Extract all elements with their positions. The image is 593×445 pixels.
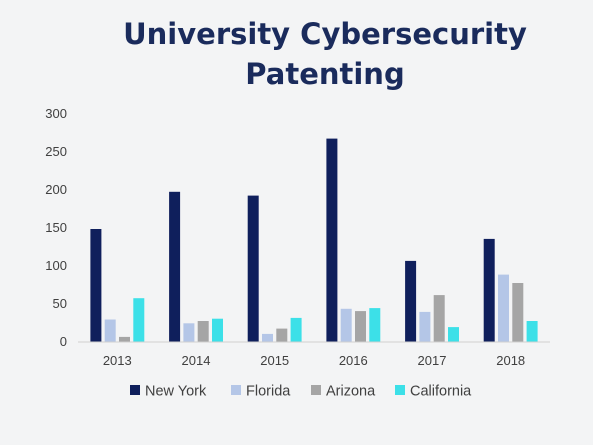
bar [262,333,273,342]
bar [512,283,524,342]
y-tick-label: 200 [45,182,67,197]
bar [133,298,145,342]
bar [355,311,366,342]
bar [290,317,302,342]
legend-label: California [410,384,472,400]
bar [183,323,195,342]
bar [326,138,338,342]
bar [448,327,459,342]
bar [498,274,509,342]
bar [119,336,130,342]
legend-label: New York [145,384,207,400]
x-tick-label: 2016 [339,353,368,368]
legend-item: New York [130,384,207,400]
x-tick-label: 2017 [418,353,447,368]
chart-title-line-1: University Cybersecurity [123,17,527,51]
legend-swatch [395,385,405,395]
legend-item: California [395,384,472,400]
chart-title-line-2: Patenting [245,57,404,91]
legend: New York Florida Arizona California [130,384,472,400]
y-tick-label: 150 [45,220,67,235]
legend-item: Arizona [311,384,376,400]
y-axis: 0 50 100 150 200 250 300 [45,106,67,349]
bar [276,328,288,342]
legend-item: Florida [231,384,291,400]
bar [247,195,259,342]
legend-swatch [311,385,321,395]
bar [90,229,102,342]
bar [197,321,209,342]
bar [212,318,223,342]
x-tick-label: 2014 [182,353,211,368]
y-tick-label: 100 [45,258,67,273]
bar [526,321,538,342]
legend-label: Florida [246,384,291,400]
bar [405,260,417,342]
legend-swatch [231,385,241,395]
bar [419,311,431,342]
bars [90,138,538,342]
bar [369,308,381,342]
bar [169,191,181,342]
x-tick-label: 2018 [496,353,525,368]
bar [433,295,445,342]
x-tick-label: 2013 [103,353,132,368]
bar [340,308,352,342]
x-axis: 2013 2014 2015 2016 2017 2018 [103,353,525,368]
legend-swatch [130,385,140,395]
bar [483,238,495,342]
y-tick-label: 250 [45,144,67,159]
y-tick-label: 50 [53,296,67,311]
y-tick-label: 0 [60,334,67,349]
bar [104,319,116,342]
legend-label: Arizona [326,384,376,400]
y-tick-label: 300 [45,106,67,121]
x-tick-label: 2015 [260,353,289,368]
